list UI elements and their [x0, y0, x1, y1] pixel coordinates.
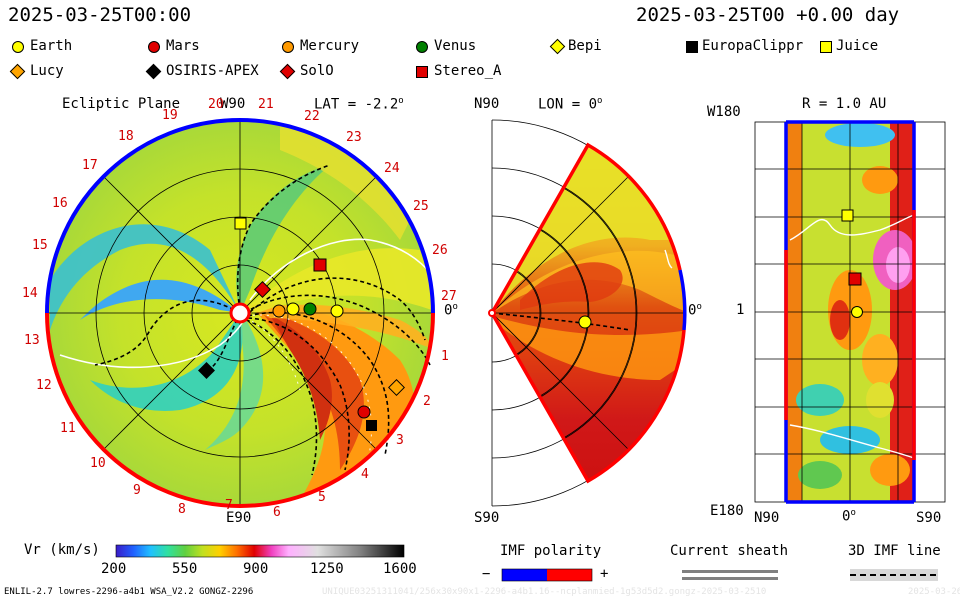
imf-plus-label: +	[600, 566, 609, 582]
legend-lucy: Lucy	[30, 63, 64, 79]
europaclippr-marker-icon	[366, 420, 377, 431]
imf-line-swatch	[850, 569, 938, 581]
bepi-marker-icon	[286, 302, 300, 316]
right-timestamp: 2025-03-25T00 +0.00 day	[636, 4, 900, 26]
stereo-a-marker-icon	[416, 66, 428, 78]
osiris-apex-marker-icon	[198, 362, 215, 379]
solo-marker-icon	[254, 281, 271, 298]
meridional-lon-label: LON = 0o	[538, 96, 603, 113]
sphere-mid-left-label: 1	[736, 302, 745, 318]
sphere-panel	[754, 120, 946, 504]
sphere-title: R = 1.0 AU	[802, 96, 887, 112]
colorbar-tick: 1250	[310, 561, 344, 577]
stereo-a-marker-sphere-icon	[848, 272, 862, 286]
earth-marker-meridional-icon	[578, 315, 592, 329]
legend-bepi: Bepi	[568, 38, 602, 54]
ecliptic-top-label: W90	[220, 96, 246, 112]
ecliptic-plane-panel	[45, 117, 435, 509]
left-timestamp: 2025-03-25T00:00	[8, 4, 192, 26]
sphere-bottom-0: 0o	[842, 508, 856, 525]
earth-marker-sphere-icon	[851, 306, 863, 318]
venus-marker-icon	[303, 302, 317, 316]
current-sheath-label: Current sheath	[670, 543, 789, 559]
ecliptic-bottom-label: E90	[226, 510, 252, 526]
legend-stereo-a: Stereo_A	[434, 63, 502, 79]
footer-left: ENLIL-2.7 lowres-2296-a4b1 WSA_V2.2 GONG…	[4, 587, 254, 597]
current-sheath-swatch	[682, 570, 778, 580]
mercury-marker-icon	[272, 304, 286, 318]
legend-venus: Venus	[434, 38, 477, 54]
juice-marker-icon	[820, 41, 832, 53]
meridional-top-label: N90	[474, 96, 500, 112]
ecliptic-right-label: 0o	[444, 302, 458, 319]
colorbar-tick: 900	[243, 561, 269, 577]
stereo-a-marker-icon	[313, 258, 327, 272]
legend-earth: Earth	[30, 38, 73, 54]
legend-solo: SolO	[300, 63, 334, 79]
sphere-bottom-left-label: E180	[710, 503, 744, 519]
earth-marker-icon	[12, 41, 24, 53]
meridional-bottom-label: S90	[474, 510, 500, 526]
europaclippr-marker-icon	[686, 41, 698, 53]
mercury-marker-icon	[282, 41, 294, 53]
sphere-top-left-label: W180	[707, 104, 741, 120]
juice-marker-icon	[234, 217, 247, 230]
lucy-marker-icon	[388, 379, 405, 396]
legend-juice: Juice	[836, 38, 879, 54]
colorbar-tick: 550	[172, 561, 198, 577]
footer-middle: UNIQUE03251311041/256x30x90x1-2296-a4b1.…	[322, 587, 767, 597]
juice-marker-sphere-icon	[841, 209, 854, 222]
meridional-right-label: 0o	[688, 302, 702, 319]
imf-line-label: 3D IMF line	[848, 543, 941, 559]
ecliptic-lat-label: LAT = -2.2o	[314, 96, 404, 113]
legend-osiris-apex: OSIRIS-APEX	[166, 63, 259, 79]
colorbar-tick: 200	[101, 561, 127, 577]
venus-marker-icon	[416, 41, 428, 53]
imf-minus-label: −	[482, 566, 491, 582]
sphere-bottom-s90: S90	[916, 510, 942, 526]
imf-polarity-bar	[501, 568, 593, 582]
imf-polarity-label: IMF polarity	[500, 543, 602, 559]
mars-marker-icon	[148, 41, 160, 53]
mars-marker-icon	[357, 405, 371, 419]
ecliptic-title: Ecliptic Plane	[62, 96, 181, 112]
vr-colorbar	[115, 544, 405, 558]
legend-europaclippr: EuropaClippr	[702, 38, 804, 54]
colorbar-tick: 1600	[383, 561, 417, 577]
footer-right: 2025-03-26	[908, 587, 960, 597]
colorbar-label: Vr (km/s)	[24, 542, 100, 558]
sphere-bottom-n90: N90	[754, 510, 780, 526]
earth-marker-icon	[330, 304, 344, 318]
legend-mercury: Mercury	[300, 38, 360, 54]
legend-mars: Mars	[166, 38, 200, 54]
